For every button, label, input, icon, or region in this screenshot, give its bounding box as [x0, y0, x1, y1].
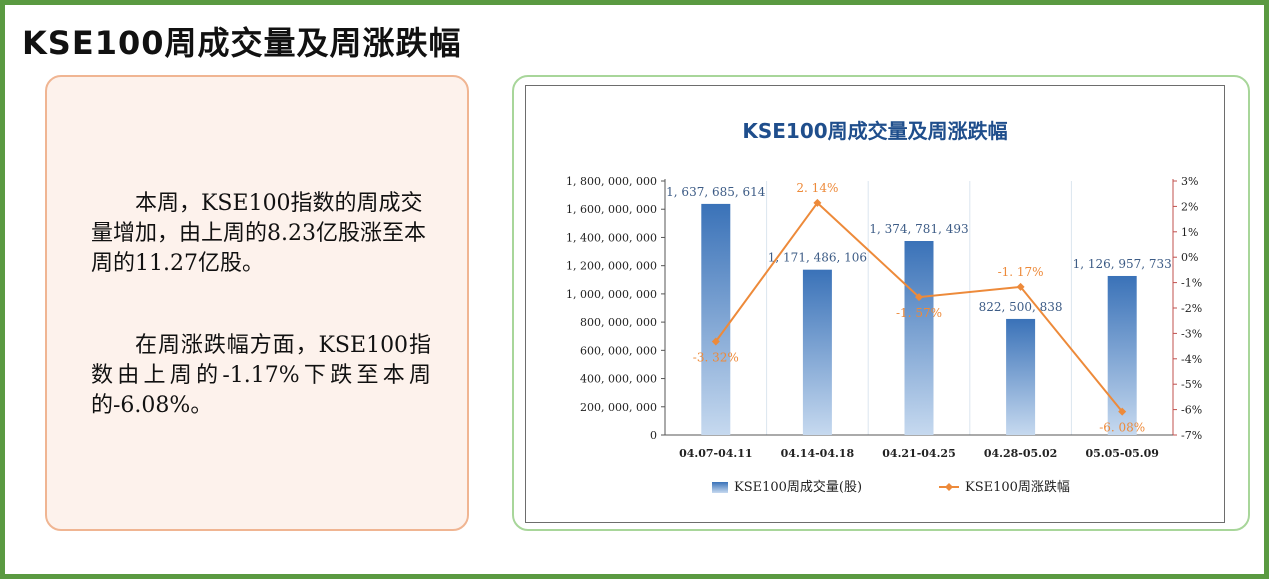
left-tick-label: 600, 000, 000: [580, 344, 657, 357]
legend-line-label: KSE100周涨跌幅: [965, 479, 1070, 495]
legend-bar-label: KSE100周成交量(股): [734, 479, 862, 495]
right-tick-label: 1%: [1181, 226, 1198, 239]
right-tick-label: 2%: [1181, 200, 1198, 213]
legend-line-marker: [945, 483, 953, 491]
left-tick-label: 1, 600, 000, 000: [566, 203, 657, 216]
bar: [802, 269, 832, 435]
left-tick-label: 1, 400, 000, 000: [566, 231, 657, 244]
x-tick-label: 04.28-05.02: [984, 447, 1057, 460]
chart-card: KSE100周成交量及周涨跌幅 0 200, 000, 000 400, 000, …: [512, 75, 1250, 531]
line-value-label: -3. 32%: [693, 351, 739, 365]
right-tick-label: -4%: [1181, 353, 1202, 366]
right-tick-label: -2%: [1181, 302, 1202, 315]
bar: [904, 241, 934, 435]
line-value-label: -6. 08%: [1099, 421, 1145, 435]
left-tick-label: 800, 000, 000: [580, 316, 657, 329]
left-tick-label: 0: [650, 429, 657, 442]
left-tick-label: 400, 000, 000: [580, 373, 657, 386]
chart-area: KSE100周成交量及周涨跌幅 0 200, 000, 000 400, 000, …: [525, 85, 1225, 523]
x-tick-label: 04.14-04.18: [781, 447, 855, 460]
chart-title: KSE100周成交量及周涨跌幅: [742, 119, 1007, 143]
line-value-label: -1. 17%: [998, 265, 1044, 279]
left-tick-label: 1, 200, 000, 000: [566, 260, 657, 273]
line-value-label: -1. 57%: [896, 306, 942, 320]
left-tick-label: 200, 000, 000: [580, 401, 657, 414]
bar: [701, 203, 731, 435]
page-title: KSE100周成交量及周涨跌幅: [22, 24, 462, 62]
right-tick-label: -5%: [1181, 378, 1202, 391]
right-tick-label: -7%: [1181, 429, 1202, 442]
line-point: [915, 293, 923, 302]
line-value-label: 2. 14%: [796, 181, 838, 195]
line-point: [1016, 282, 1025, 291]
bar: [1006, 318, 1036, 435]
right-tick-label: 3%: [1181, 175, 1198, 188]
bar-value-label: 1, 637, 685, 614: [666, 185, 766, 199]
x-tick-label: 05.05-05.09: [1085, 447, 1158, 460]
bar-value-label: 1, 374, 781, 493: [869, 222, 968, 236]
line-point: [813, 198, 822, 207]
left-tick-label: 1, 000, 000, 000: [566, 288, 657, 301]
right-tick-label: -1%: [1181, 277, 1202, 290]
right-tick-label: -3%: [1181, 327, 1202, 340]
combo-chart: KSE100周成交量及周涨跌幅 0 200, 000, 000 400, 000, …: [566, 119, 1202, 495]
bar-value-label: 1, 126, 957, 733: [1073, 257, 1172, 271]
x-tick-label: 04.21-04.25: [882, 447, 955, 460]
line-point: [711, 337, 720, 346]
bar-value-label: 822, 500, 838: [979, 300, 1063, 314]
left-tick-label: 1, 800, 000, 000: [566, 175, 657, 188]
bar-value-label: 1, 171, 486, 106: [768, 251, 867, 265]
right-tick-label: 0%: [1181, 251, 1198, 264]
legend-bar-swatch: [712, 482, 728, 493]
change-summary-text: 在周涨跌幅方面，KSE100指数由上周的-1.17%下跌至本周的-6.08%。: [91, 333, 431, 418]
line-point: [1118, 407, 1127, 416]
x-tick-label: 04.07-04.11: [679, 447, 752, 460]
summary-card: 本周，KSE100指数的周成交量增加，由上周的8.23亿股涨至本周的11.27亿…: [45, 75, 469, 531]
right-tick-label: -6%: [1181, 404, 1202, 417]
volume-summary-text: 本周，KSE100指数的周成交量增加，由上周的8.23亿股涨至本周的11.27亿…: [91, 191, 426, 276]
